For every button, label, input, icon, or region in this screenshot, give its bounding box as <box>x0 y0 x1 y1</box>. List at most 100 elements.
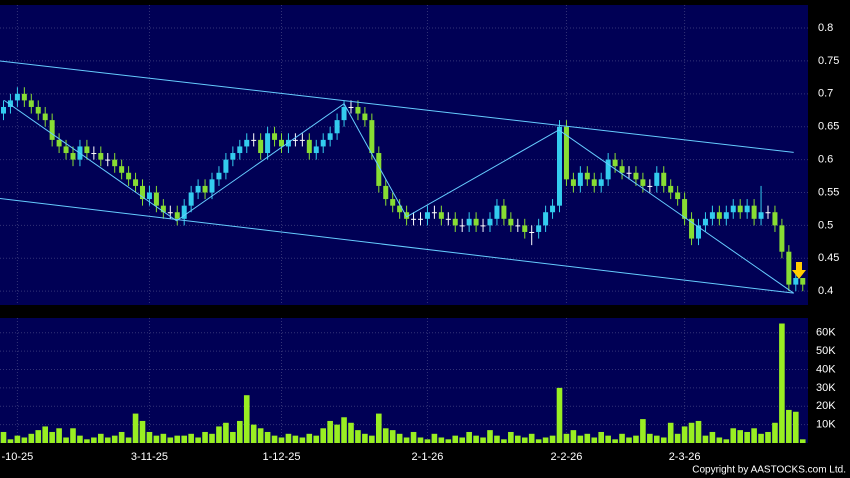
volume-bar <box>327 420 333 443</box>
candle-body <box>404 212 410 219</box>
volume-bar <box>153 435 160 443</box>
candle-body <box>1 106 6 114</box>
volume-bar <box>292 435 299 443</box>
volume-bar <box>104 437 111 443</box>
candle-body <box>348 106 354 108</box>
candle-body <box>188 192 194 206</box>
candle-body <box>605 159 611 180</box>
volume-bar <box>181 435 187 443</box>
volume-bar <box>438 437 445 443</box>
y2-tick-label: 30K <box>816 382 836 394</box>
candle-body <box>133 179 139 186</box>
volume-bar <box>167 437 174 443</box>
candle-body <box>487 218 493 226</box>
volume-bar <box>452 435 459 443</box>
volume-bar <box>702 435 709 443</box>
candle-body <box>577 172 583 186</box>
volume-bar <box>334 424 340 443</box>
volume-bar <box>0 431 7 443</box>
candle-body <box>612 159 618 167</box>
volume-bar <box>647 433 653 443</box>
trend-line <box>3 99 795 294</box>
volume-bar <box>772 422 778 443</box>
candle-body <box>452 218 458 226</box>
candle-body <box>70 153 76 160</box>
candle-body <box>202 185 208 193</box>
candle-body <box>355 106 361 114</box>
volume-bar <box>528 433 535 443</box>
volume-bar <box>556 387 563 443</box>
candle-body <box>230 153 236 160</box>
candle-body <box>223 159 229 173</box>
volume-bar <box>744 431 750 443</box>
candle-body <box>459 225 465 227</box>
volume-bar <box>299 437 306 443</box>
volume-bar <box>417 437 424 443</box>
candle-body <box>327 133 333 140</box>
candle-body <box>63 146 69 154</box>
candle-body <box>216 172 222 180</box>
volume-bar <box>7 439 14 443</box>
y-tick-label: 0.75 <box>818 55 839 67</box>
candle-body <box>633 172 639 180</box>
candle-body <box>529 231 535 233</box>
volume-bar <box>716 437 723 443</box>
candle-body <box>258 139 264 154</box>
candle-body <box>737 205 743 213</box>
volume-bar <box>431 433 438 443</box>
candle-body <box>654 172 660 186</box>
candle-body <box>689 218 695 239</box>
volume-bar <box>480 437 486 443</box>
candle-body <box>174 212 180 219</box>
candle-body <box>119 166 125 173</box>
candle-body <box>153 192 159 206</box>
candle-body <box>306 139 312 154</box>
volume-bar <box>793 411 799 443</box>
volume-bar <box>223 422 229 443</box>
volume-bar <box>118 431 125 443</box>
candle-body <box>438 212 444 219</box>
y-tick-label: 0.55 <box>818 186 839 198</box>
candle-body <box>320 139 326 147</box>
volume-bar <box>779 323 785 443</box>
volume-bar <box>765 431 771 443</box>
candle-body <box>244 139 250 147</box>
x-tick-label: 3-11-25 <box>131 451 168 463</box>
y2-tick-label: 10K <box>816 419 836 431</box>
candle-body <box>181 205 187 219</box>
volume-bar <box>98 433 104 443</box>
candle-body <box>765 212 771 214</box>
volume-bar <box>487 430 493 443</box>
candle-body <box>105 159 111 161</box>
y-tick-label: 0.5 <box>818 219 833 231</box>
candle-body <box>508 218 514 226</box>
candle-body <box>35 106 41 114</box>
volume-bar <box>14 435 21 443</box>
volume-bar <box>570 430 577 443</box>
volume-bar <box>320 428 326 443</box>
candle-body <box>84 146 90 154</box>
candle-body <box>702 218 708 226</box>
candle-body <box>279 139 284 147</box>
candle-body <box>369 120 375 154</box>
candle-body <box>49 120 55 140</box>
volume-bar <box>132 413 139 443</box>
arrow-icon <box>792 262 806 279</box>
x-tick-label: -10-25 <box>2 451 34 463</box>
volume-bar <box>598 431 604 443</box>
volume-bar <box>660 437 667 443</box>
volume-bar <box>209 433 215 443</box>
y-tick-label: 0.65 <box>818 121 839 133</box>
y-tick-label: 0.7 <box>818 88 833 100</box>
volume-bar <box>515 435 521 443</box>
volume-bar <box>56 428 62 443</box>
candle-body <box>591 179 597 186</box>
volume-bar <box>799 439 806 443</box>
volume-bar <box>494 435 500 443</box>
candle-body <box>793 278 799 285</box>
volume-bar <box>758 433 764 443</box>
candle-body <box>730 205 736 213</box>
volume-bar <box>188 433 194 443</box>
volume-bar <box>730 428 737 443</box>
